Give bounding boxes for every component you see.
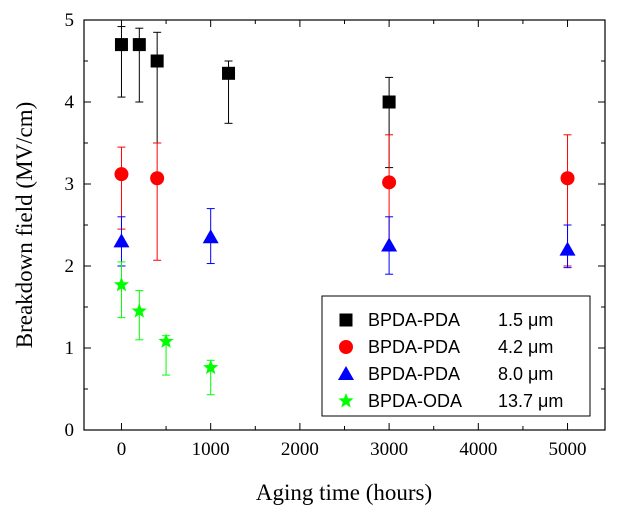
data-point <box>158 333 174 348</box>
data-point <box>202 229 219 244</box>
x-tick-label: 2000 <box>281 439 319 460</box>
x-tick-label: 1000 <box>192 439 230 460</box>
data-point <box>560 171 575 186</box>
y-tick-label: 5 <box>65 10 75 31</box>
legend-marker <box>339 340 353 354</box>
data-point <box>381 237 398 252</box>
data-point <box>382 95 396 109</box>
legend-marker <box>339 313 353 327</box>
legend-label: BPDA-PDA <box>368 364 460 384</box>
x-axis-title: Aging time (hours) <box>256 480 432 505</box>
data-point <box>150 171 165 186</box>
legend-items: BPDA-PDA 1.5 μm BPDA-PDA 4.2 μm BPDA-PDA 8.0 … <box>338 310 563 411</box>
data-point <box>559 241 576 256</box>
legend-box <box>321 295 591 417</box>
legend-marker <box>338 393 354 408</box>
data-point <box>113 233 130 248</box>
data-point <box>114 38 128 52</box>
data-point <box>203 359 219 375</box>
legend-marker <box>338 366 354 380</box>
legend-thickness: 1.5 μm <box>498 310 553 330</box>
data-point <box>150 54 164 68</box>
y-tick-label: 2 <box>65 256 75 277</box>
legend-thickness: 13.7 μm <box>498 391 563 411</box>
x-tick-label: 4000 <box>459 439 497 460</box>
data-point <box>382 175 397 190</box>
y-axis-title: Breakdown field (MV/cm) <box>12 102 37 349</box>
axis-ticks <box>84 19 605 431</box>
legend: BPDA-PDA 1.5 μm BPDA-PDA 4.2 μm BPDA-PDA 8.0 … <box>321 295 591 417</box>
data-point <box>222 66 236 80</box>
data-points <box>113 38 576 375</box>
axis-tick-labels: 0 1000 2000 3000 4000 5000 0 1 2 3 4 5 <box>65 10 587 460</box>
legend-thickness: 8.0 μm <box>498 364 553 384</box>
data-point <box>114 167 129 182</box>
legend-label: BPDA-ODA <box>368 391 462 411</box>
x-tick-label: 0 <box>117 439 127 460</box>
legend-label: BPDA-PDA <box>368 337 460 357</box>
y-tick-label: 4 <box>65 92 75 113</box>
y-tick-label: 0 <box>65 420 75 441</box>
legend-label: BPDA-PDA <box>368 310 460 330</box>
data-point <box>113 276 130 292</box>
legend-thickness: 4.2 μm <box>498 337 553 357</box>
x-tick-label: 5000 <box>549 439 587 460</box>
y-tick-label: 1 <box>65 338 75 359</box>
y-tick-label: 3 <box>65 174 75 195</box>
data-point <box>132 38 146 52</box>
x-tick-label: 3000 <box>370 439 408 460</box>
data-point <box>131 303 147 318</box>
